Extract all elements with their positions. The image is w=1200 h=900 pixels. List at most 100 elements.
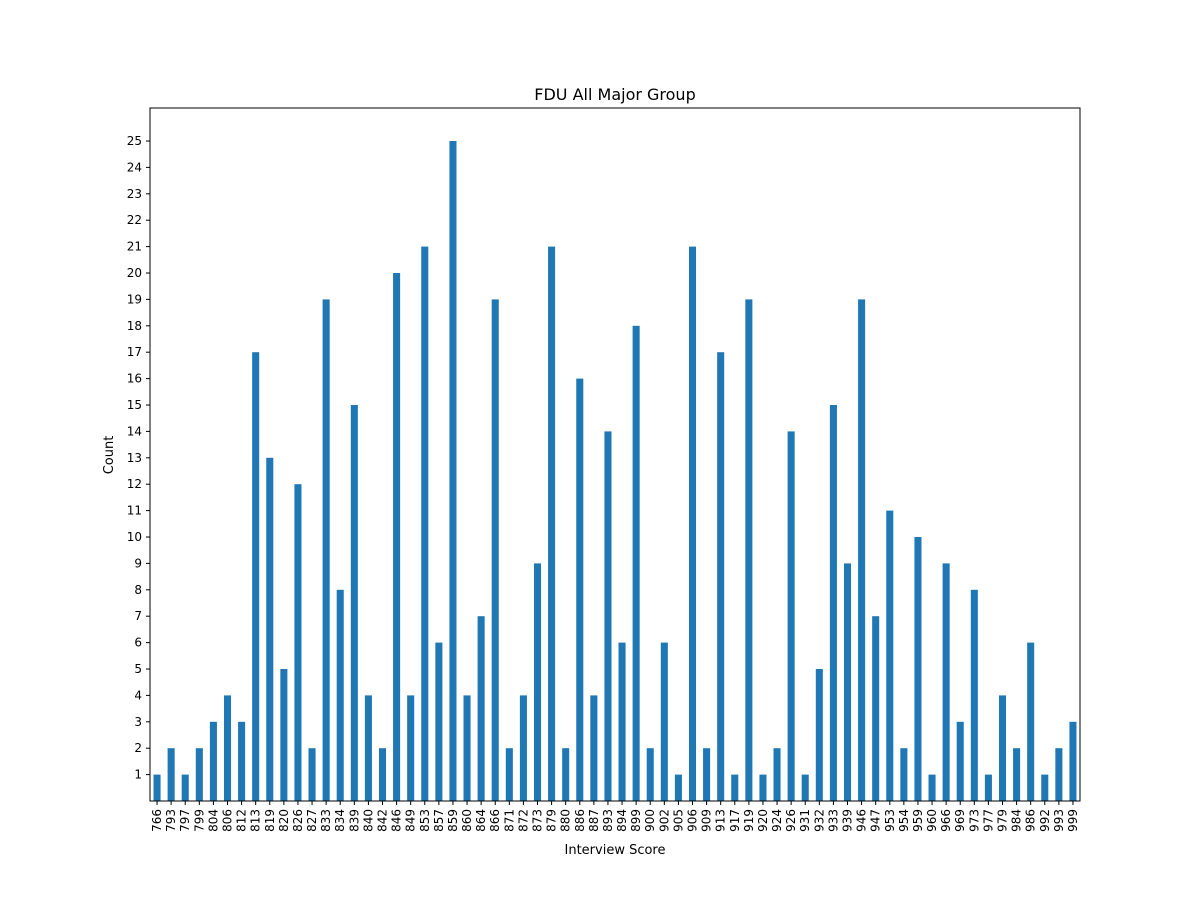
bar-933 (829, 405, 837, 801)
x-tick-label: 959 (911, 809, 925, 832)
bar-969 (956, 721, 964, 801)
bar-827 (308, 748, 316, 801)
x-tick-label: 924 (770, 809, 784, 832)
x-tick-label: 839 (347, 809, 361, 832)
bar-842 (378, 748, 387, 801)
bar-973 (970, 589, 978, 801)
x-tick-label: 902 (657, 809, 671, 832)
x-tick-label: 799 (192, 809, 206, 832)
x-tick-label: 853 (418, 809, 432, 832)
bar-924 (773, 748, 781, 801)
x-tick-label: 833 (319, 809, 333, 832)
x-tick-label: 857 (432, 809, 446, 832)
bar-853 (421, 246, 429, 802)
x-tick-label: 819 (263, 809, 277, 832)
bar-806 (223, 695, 232, 801)
x-tick-label: 919 (742, 809, 756, 832)
bar-766 (153, 774, 161, 801)
bar-992 (1041, 774, 1049, 801)
bar-887 (590, 695, 598, 801)
bar-966 (942, 563, 950, 801)
bar-879 (548, 246, 556, 802)
x-tick-label: 909 (700, 809, 714, 832)
x-tick-label: 880 (559, 809, 573, 832)
x-tick-label: 905 (671, 809, 685, 832)
y-tick-label: 8 (134, 583, 142, 597)
x-tick-label: 793 (164, 809, 178, 832)
bar-959 (914, 537, 922, 801)
x-tick-label: 954 (897, 809, 911, 832)
x-tick-label: 906 (686, 809, 700, 832)
bar-797 (181, 774, 189, 801)
bar-947 (872, 616, 880, 801)
bar-919 (745, 299, 753, 801)
bar-917 (731, 774, 739, 801)
x-tick-label: 827 (305, 809, 319, 832)
x-tick-label: 840 (361, 809, 375, 832)
bar-871 (505, 748, 513, 801)
bar-926 (787, 431, 795, 801)
y-tick-label: 20 (127, 266, 142, 280)
bar-833 (322, 299, 330, 801)
y-tick-label: 12 (127, 477, 142, 491)
x-tick-label: 969 (953, 809, 967, 832)
bar-826 (294, 484, 302, 801)
x-tick-label: 806 (221, 809, 235, 832)
x-tick-label: 849 (404, 809, 418, 832)
x-tick-label: 826 (291, 809, 305, 832)
x-tick-label: 999 (1066, 809, 1080, 832)
x-tick-label: 932 (812, 809, 826, 832)
y-tick-label: 16 (127, 372, 142, 386)
y-axis-ticks: 1234567891011121314151617181920212223242… (127, 134, 150, 782)
x-axis-ticks: 766 793 797 799 804 806 812 813 819 820 826 827 833 8… (150, 801, 1080, 832)
bar-932 (815, 669, 823, 801)
y-tick-label: 22 (127, 213, 142, 227)
x-tick-label: 946 (855, 809, 869, 832)
x-tick-label: 866 (488, 809, 502, 832)
x-tick-label: 931 (798, 809, 812, 832)
y-tick-label: 24 (127, 160, 142, 174)
bar-953 (886, 510, 894, 801)
y-tick-label: 25 (127, 134, 142, 148)
bar-993 (1055, 748, 1063, 801)
bars-group (153, 141, 1077, 802)
bar-999 (1069, 721, 1077, 801)
y-tick-label: 11 (127, 504, 142, 518)
x-tick-label: 899 (629, 809, 643, 832)
y-tick-label: 18 (127, 319, 142, 333)
x-tick-label: 960 (925, 809, 939, 832)
x-tick-label: 842 (376, 809, 390, 832)
x-tick-label: 871 (502, 809, 516, 832)
chart-title: FDU All Major Group (534, 85, 695, 104)
y-tick-label: 21 (127, 240, 142, 254)
x-tick-label: 886 (573, 809, 587, 832)
x-tick-label: 834 (333, 809, 347, 832)
x-tick-label: 820 (277, 809, 291, 832)
bar-804 (209, 721, 217, 801)
bar-893 (604, 431, 612, 801)
x-tick-label: 859 (446, 809, 460, 832)
y-tick-label: 7 (134, 609, 142, 623)
bar-880 (562, 748, 570, 801)
y-tick-label: 13 (127, 451, 142, 465)
x-tick-label: 953 (883, 809, 897, 832)
y-tick-label: 17 (127, 345, 142, 359)
bar-977 (984, 774, 992, 801)
bar-939 (843, 563, 852, 801)
plot-frame (149, 107, 1081, 802)
bar-840 (364, 695, 372, 801)
x-tick-label: 797 (178, 809, 192, 832)
bar-813 (252, 352, 260, 801)
y-tick-label: 10 (127, 530, 142, 544)
x-tick-label: 846 (390, 809, 404, 832)
x-tick-label: 804 (206, 809, 220, 832)
bar-931 (801, 774, 809, 801)
y-tick-label: 14 (127, 424, 142, 438)
bar-906 (688, 246, 697, 802)
y-tick-label: 3 (134, 715, 142, 729)
bar-909 (703, 748, 711, 801)
bar-905 (674, 774, 682, 801)
x-tick-label: 947 (869, 809, 883, 832)
x-tick-label: 992 (1038, 809, 1052, 832)
